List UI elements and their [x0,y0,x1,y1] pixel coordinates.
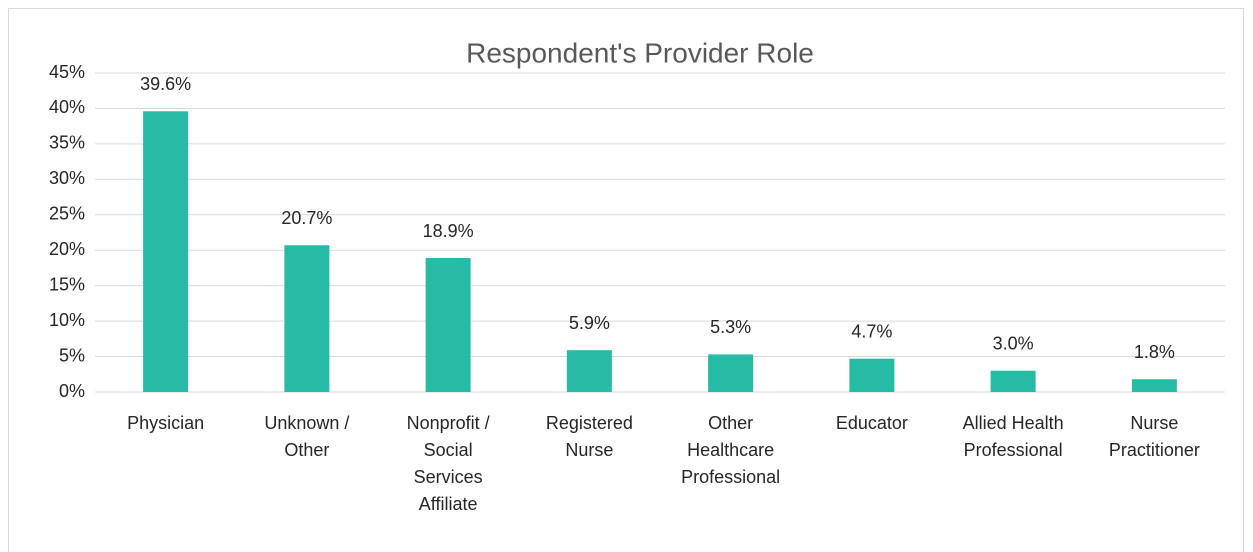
data-label: 20.7% [281,208,332,228]
y-tick-label: 25% [49,204,85,224]
bar [708,354,754,392]
y-tick-label: 35% [49,133,85,153]
y-tick-label: 10% [49,310,85,330]
y-tick-label: 15% [49,274,85,294]
x-tick-label: Physician [127,413,204,433]
y-tick-label: 0% [59,381,85,401]
data-label: 3.0% [993,333,1034,353]
bar [990,370,1036,392]
data-label: 4.7% [851,321,892,341]
y-tick-label: 20% [49,239,85,259]
bar [1131,379,1177,392]
y-tick-label: 40% [49,97,85,117]
data-label: 39.6% [140,74,191,94]
x-tick-label: Nonprofit / Social Services Affiliate [407,413,490,514]
chart-frame [8,8,1244,552]
bar [566,350,612,392]
y-tick-label: 30% [49,168,85,188]
bar [425,258,471,392]
data-label: 1.8% [1134,342,1175,362]
y-tick-label: 5% [59,345,85,365]
x-tick-label: Other Healthcare Professional [681,413,780,487]
chart-title: Respondent's Provider Role [466,37,814,68]
x-tick-label: Unknown / Other [264,413,349,460]
x-tick-label: Registered Nurse [546,413,633,460]
bar [284,245,330,392]
x-tick-label: Allied Health Professional [963,413,1064,460]
x-tick-label: Educator [836,413,908,433]
data-label: 5.9% [569,313,610,333]
x-tick-label: Nurse Practitioner [1109,413,1200,460]
bar [143,111,189,392]
data-label: 5.3% [710,317,751,337]
data-label: 18.9% [423,221,474,241]
y-tick-label: 45% [49,62,85,82]
bar [849,358,895,392]
